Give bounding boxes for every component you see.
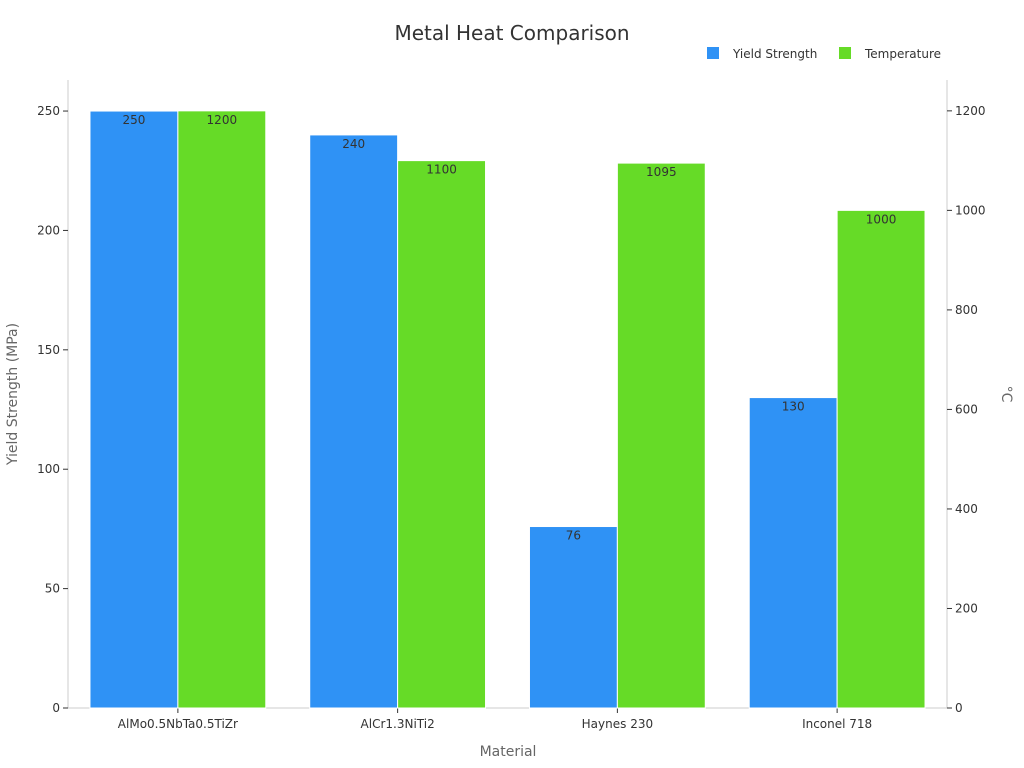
x-tick-label-alcr1-3niti2: AlCr1.3NiTi2	[361, 717, 435, 731]
y-tick-label: 200	[37, 223, 60, 237]
bar-yield-strength-haynes-230	[528, 526, 618, 709]
y2-tick-label: 200	[955, 601, 978, 615]
data-label-temperature-haynes-230: 1095	[646, 165, 677, 179]
data-label-yield-strength-alcr1-3niti2: 240	[342, 137, 365, 151]
y-axis-title: Yield Strength (MPa)	[5, 323, 21, 466]
y2-tick-label: 0	[955, 701, 963, 715]
x-tick-label-haynes-230: Haynes 230	[582, 717, 653, 731]
legend: Yield Strength Temperature	[707, 47, 941, 61]
y2-tick-label: 600	[955, 402, 978, 416]
bar-yield-strength-almo0-5nbta0-5tizr	[89, 110, 179, 709]
y2-tick-label: 1200	[955, 104, 986, 118]
legend-label-yield-strength: Yield Strength	[732, 47, 817, 61]
bar-temperature-inconel-718	[836, 209, 926, 709]
bars	[89, 110, 926, 709]
chart-title: Metal Heat Comparison	[394, 21, 629, 45]
x-tick-label-inconel-718: Inconel 718	[802, 717, 872, 731]
bar-yield-strength-inconel-718	[748, 397, 838, 709]
y-tick-label: 150	[37, 343, 60, 357]
bar-temperature-almo0-5nbta0-5tizr	[177, 110, 267, 709]
y-tick-label: 250	[37, 104, 60, 118]
y2-tick-label: 800	[955, 303, 978, 317]
y-axis-ticks: 0 50 100 150 200 250	[37, 104, 68, 715]
y2-axis-title: °C	[998, 386, 1014, 403]
data-label-temperature-alcr1-3niti2: 1100	[426, 163, 457, 177]
data-label-temperature-inconel-718: 1000	[866, 212, 897, 226]
bar-yield-strength-alcr1-3niti2	[309, 134, 399, 709]
bar-temperature-alcr1-3niti2	[397, 160, 487, 709]
y2-tick-label: 400	[955, 502, 978, 516]
x-axis-title: Material	[480, 744, 537, 760]
x-axis-ticks: AlMo0.5NbTa0.5TiZr AlCr1.3NiTi2 Haynes 230…	[118, 708, 872, 731]
data-label-yield-strength-haynes-230: 76	[566, 529, 581, 543]
data-label-temperature-almo0-5nbta0-5tizr: 1200	[207, 113, 238, 127]
y-tick-label: 0	[52, 701, 60, 715]
y2-tick-label: 1000	[955, 203, 986, 217]
data-label-yield-strength-inconel-718: 130	[782, 400, 805, 414]
y-tick-label: 100	[37, 462, 60, 476]
data-label-yield-strength-almo0-5nbta0-5tizr: 250	[122, 113, 145, 127]
y2-axis-ticks: 0 200 400 600 800 1000 1200	[947, 104, 986, 715]
data-labels: 250 1200 240 1100 76 1095 130 1000	[122, 113, 896, 543]
legend-swatch-temperature	[839, 47, 851, 59]
legend-label-temperature: Temperature	[864, 47, 941, 61]
y-tick-label: 50	[45, 582, 60, 596]
legend-swatch-yield-strength	[707, 47, 719, 59]
x-tick-label-almo0-5nbta0-5tizr: AlMo0.5NbTa0.5TiZr	[118, 717, 238, 731]
bar-temperature-haynes-230	[616, 162, 706, 709]
